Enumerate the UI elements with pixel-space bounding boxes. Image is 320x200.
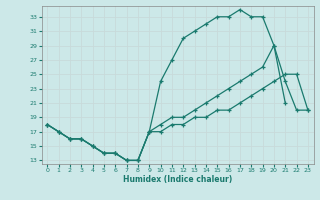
- X-axis label: Humidex (Indice chaleur): Humidex (Indice chaleur): [123, 175, 232, 184]
